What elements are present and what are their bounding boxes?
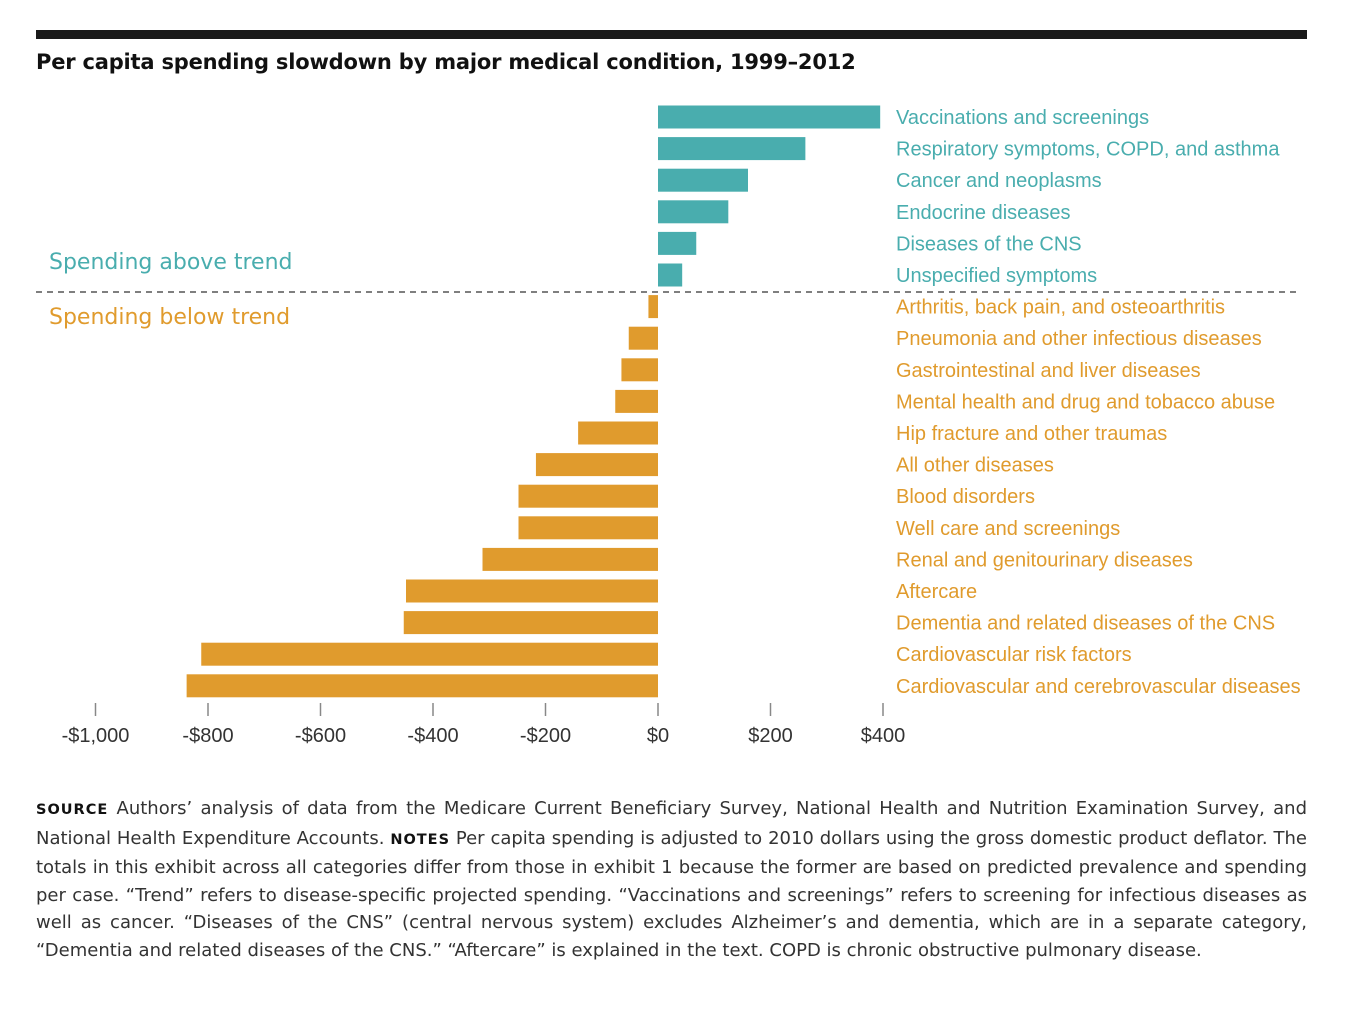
bar-blood-disorders (518, 484, 658, 508)
category-label-vaccinations-and-screenings: Vaccinations and screenings (896, 107, 1149, 129)
bar-all-other-diseases (535, 453, 658, 477)
x-tick-label: -$600 (295, 725, 346, 747)
category-label-cardiovascular-and-cerebrovascular-diseases: Cardiovascular and cerebrovascular disea… (896, 676, 1301, 698)
category-label-gastrointestinal-and-liver-diseases: Gastrointestinal and liver diseases (896, 360, 1201, 382)
x-tick-label: $400 (861, 725, 906, 747)
category-label-unspecified-symptoms: Unspecified symptoms (896, 265, 1097, 287)
category-label-hip-fracture-and-other-traumas: Hip fracture and other traumas (896, 423, 1167, 445)
spending-above-trend-label: Spending above trend (49, 250, 292, 275)
category-label-dementia-and-related-diseases-of-the-cns: Dementia and related diseases of the CNS (896, 613, 1275, 635)
bar-cardiovascular-and-cerebrovascular-diseases (186, 674, 658, 698)
bar-aftercare (406, 579, 658, 603)
category-label-diseases-of-the-cns: Diseases of the CNS (896, 233, 1082, 255)
category-label-respiratory-symptoms-copd-and-asthma: Respiratory symptoms, COPD, and asthma (896, 139, 1280, 161)
bar-hip-fracture-and-other-traumas (578, 421, 658, 445)
bar-vaccinations-and-screenings (658, 105, 881, 129)
category-label-aftercare: Aftercare (896, 581, 977, 603)
bar-mental-health-and-drug-and-tobacco-abuse (615, 389, 658, 413)
bar-chart: Vaccinations and screenings Respiratory s… (36, 105, 1301, 747)
x-tick-label: -$400 (407, 725, 458, 747)
category-label-mental-health-and-drug-and-tobacco-abuse: Mental health and drug and tobacco abuse (896, 391, 1275, 413)
category-label-cardiovascular-risk-factors: Cardiovascular risk factors (896, 644, 1132, 666)
x-axis: -$1,000 -$800 -$600 -$400 -$200 $0 $200 $400 (62, 703, 906, 747)
source-label: Source (36, 802, 109, 818)
chart-title: Per capita spending slowdown by major me… (36, 50, 856, 74)
bar-pneumonia-and-other-infectious-diseases (628, 326, 658, 350)
notes-text: Per capita spending is adjusted to 2010 … (36, 827, 1308, 961)
top-rule (36, 30, 1307, 39)
category-label-well-care-and-screenings: Well care and screenings (896, 518, 1120, 540)
bar-renal-and-genitourinary-diseases (482, 547, 658, 571)
bar-cardiovascular-risk-factors (201, 642, 658, 666)
bar-gastrointestinal-and-liver-diseases (621, 358, 658, 382)
category-labels-group: Vaccinations and screenings Respiratory s… (896, 107, 1301, 698)
category-label-blood-disorders: Blood disorders (896, 486, 1035, 508)
bars-group (186, 105, 881, 698)
x-tick-label: $200 (748, 725, 793, 747)
bar-respiratory-symptoms-copd-and-asthma (658, 137, 806, 161)
category-label-pneumonia-and-other-infectious-diseases: Pneumonia and other infectious diseases (896, 328, 1262, 350)
bar-unspecified-symptoms (658, 263, 683, 287)
x-tick-label: -$200 (520, 725, 571, 747)
bar-arthritis-back-pain-and-osteoarthritis (648, 295, 658, 319)
x-tick-label: -$800 (182, 725, 233, 747)
notes-label: Notes (390, 831, 451, 848)
bar-dementia-and-related-diseases-of-the-cns (403, 611, 658, 635)
bar-endocrine-diseases (658, 200, 729, 224)
x-tick-label: -$1,000 (62, 725, 130, 747)
category-label-endocrine-diseases: Endocrine diseases (896, 202, 1071, 224)
category-label-all-other-diseases: All other diseases (896, 455, 1054, 477)
bar-diseases-of-the-cns (658, 231, 697, 255)
category-label-cancer-and-neoplasms: Cancer and neoplasms (896, 170, 1102, 192)
bar-well-care-and-screenings (518, 516, 658, 540)
category-label-arthritis-back-pain-and-osteoarthritis: Arthritis, back pain, and osteoarthritis (896, 297, 1225, 319)
x-tick-label: $0 (647, 725, 669, 747)
bar-cancer-and-neoplasms (658, 168, 748, 192)
spending-below-trend-label: Spending below trend (49, 305, 290, 330)
category-label-renal-and-genitourinary-diseases: Renal and genitourinary diseases (896, 549, 1193, 571)
footnote: Source Authors’ analysis of data from th… (36, 795, 1307, 965)
source-text: Authors’ analysis of data from the Medic… (36, 798, 1307, 849)
